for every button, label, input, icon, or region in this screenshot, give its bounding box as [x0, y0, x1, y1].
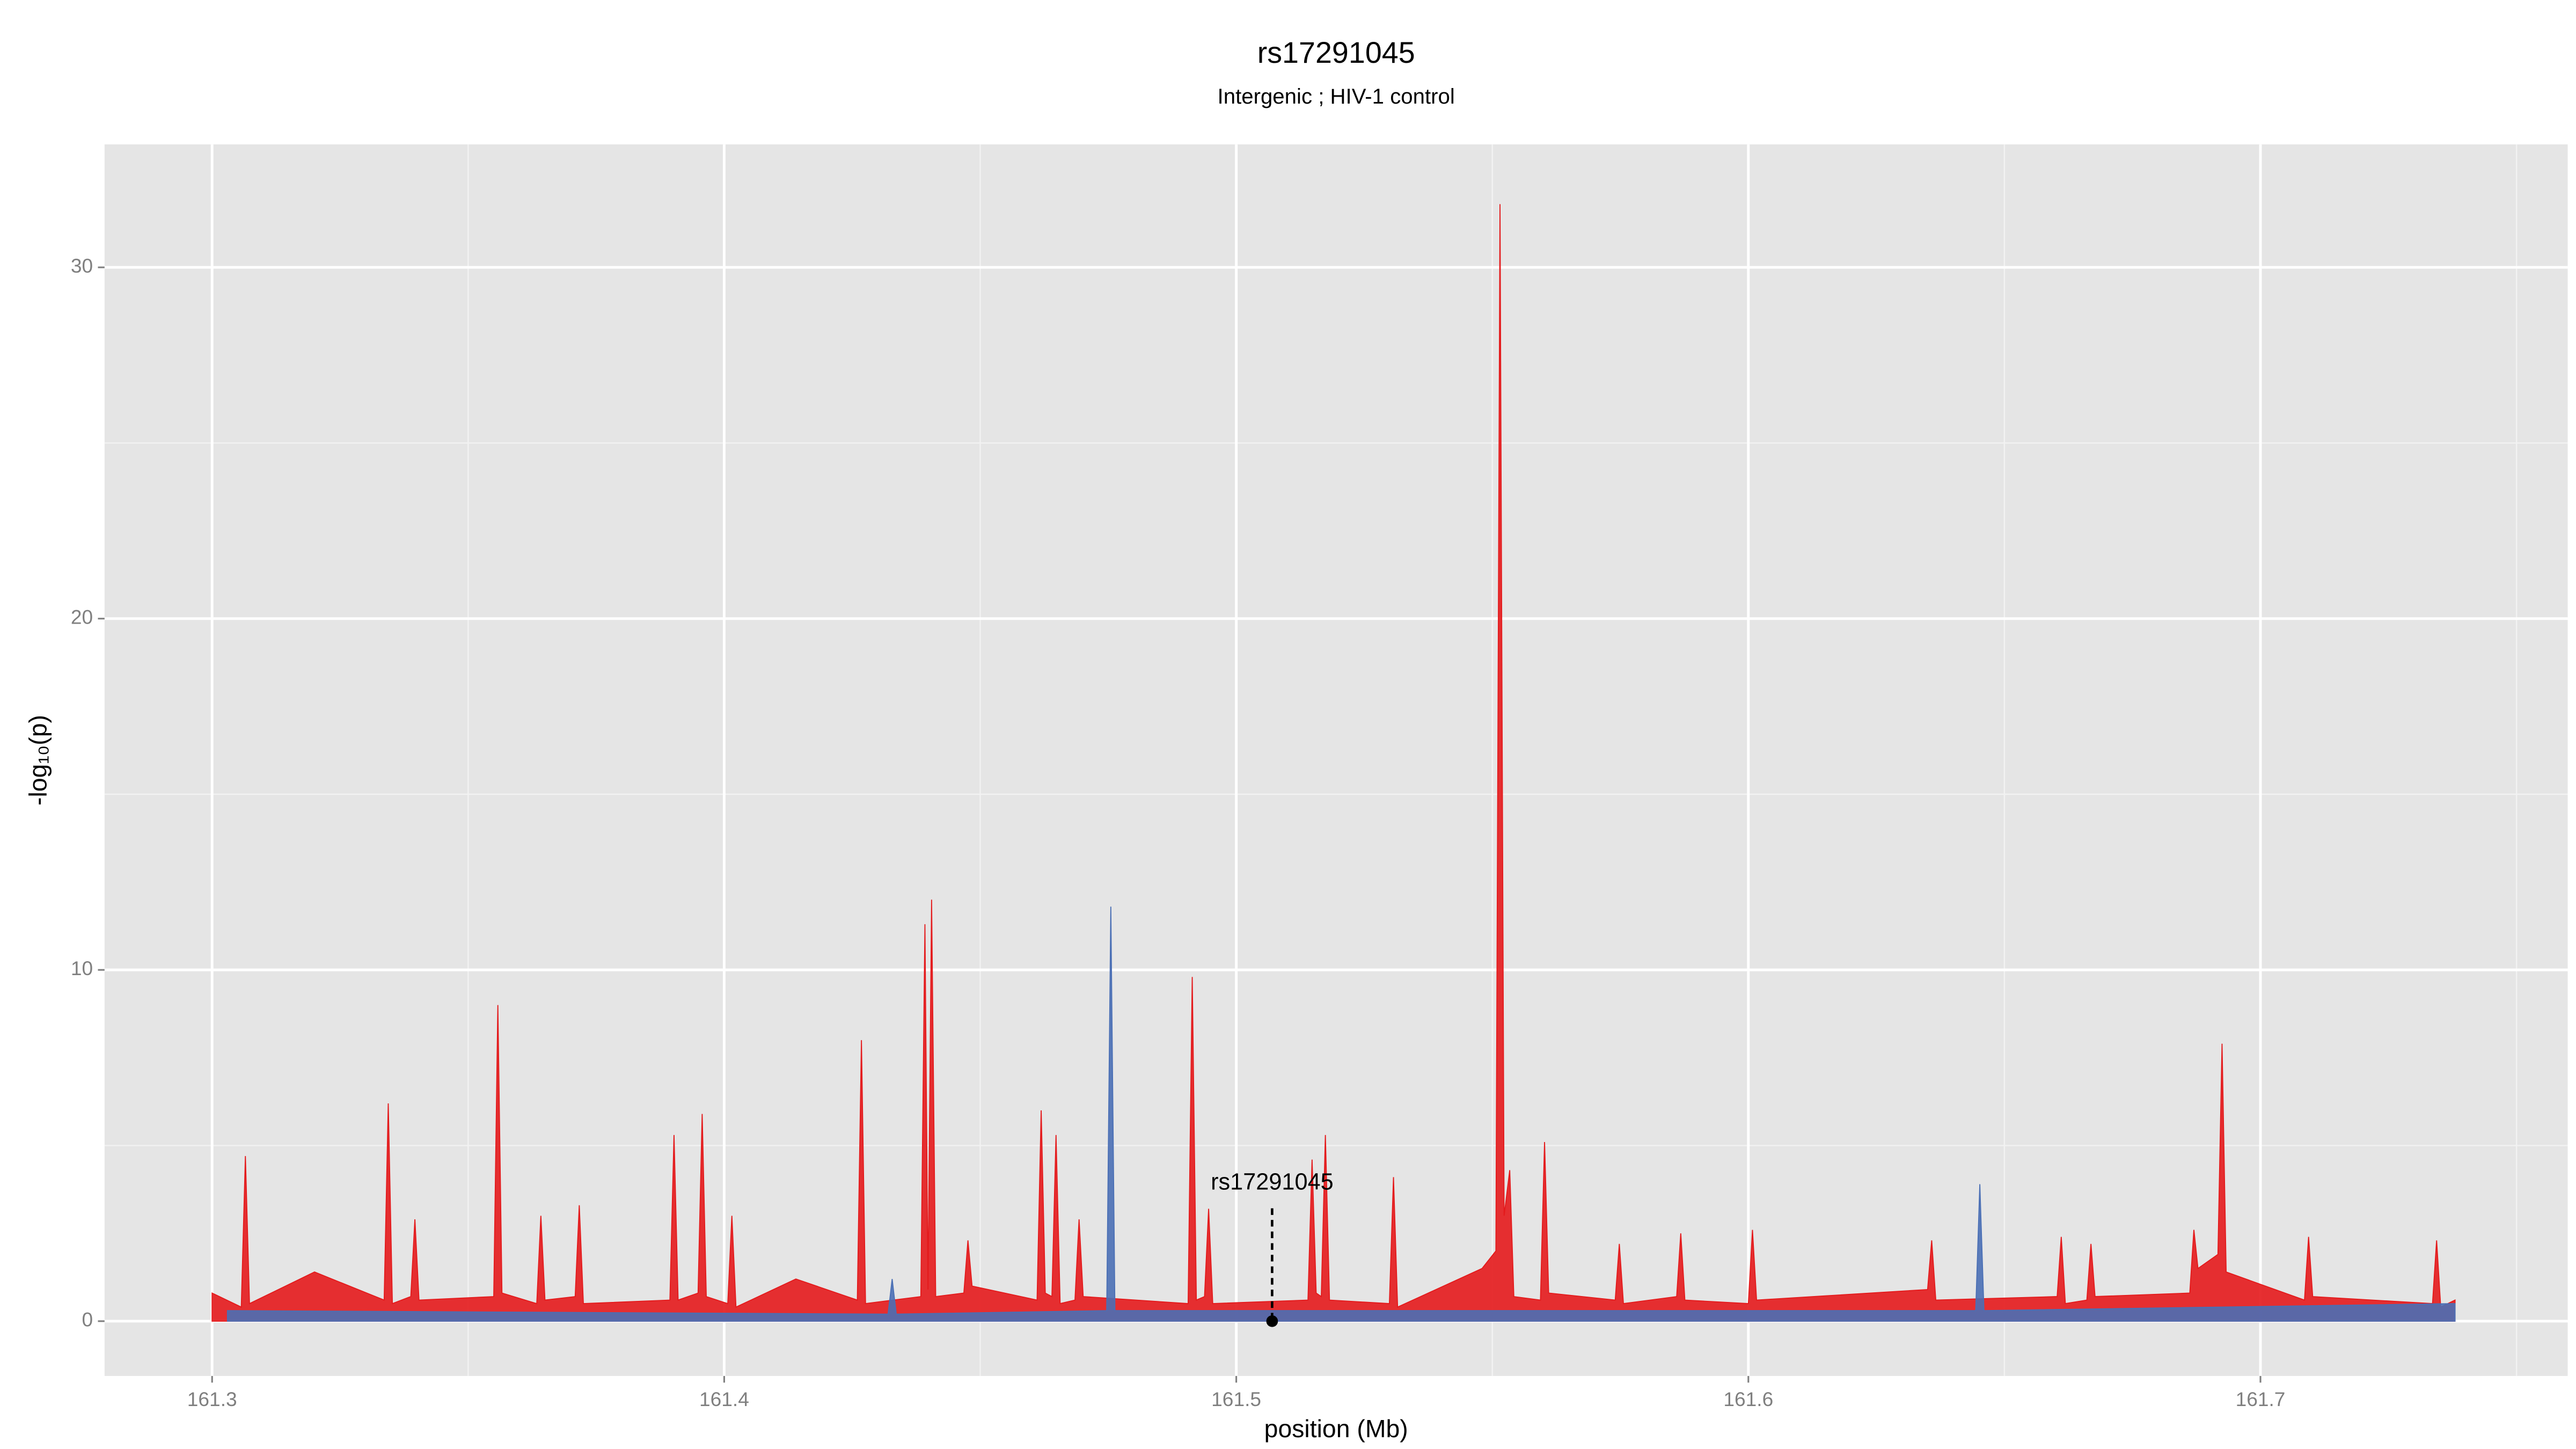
chart-subtitle: Intergenic ; HIV-1 control	[1218, 84, 1455, 108]
x-tick-label: 161.6	[1723, 1388, 1773, 1410]
annotation-point	[1266, 1315, 1278, 1327]
y-tick-label: 20	[71, 606, 93, 628]
y-axis-label: -log₁₀(p)	[24, 715, 52, 806]
chart-title: rs17291045	[1257, 36, 1415, 69]
annotation-label: rs17291045	[1211, 1169, 1334, 1195]
y-tick-label: 0	[82, 1308, 93, 1331]
y-tick-label: 30	[71, 254, 93, 277]
area	[226, 906, 2456, 1322]
y-tick-label: 10	[71, 957, 93, 979]
x-axis-label: position (Mb)	[1264, 1415, 1408, 1443]
x-tick-label: 161.4	[699, 1388, 749, 1410]
x-tick-label: 161.5	[1211, 1388, 1261, 1410]
plot-panel	[104, 144, 2568, 1376]
area	[211, 204, 2456, 1322]
x-tick-label: 161.3	[187, 1388, 237, 1410]
x-tick-label: 161.7	[2236, 1388, 2286, 1410]
